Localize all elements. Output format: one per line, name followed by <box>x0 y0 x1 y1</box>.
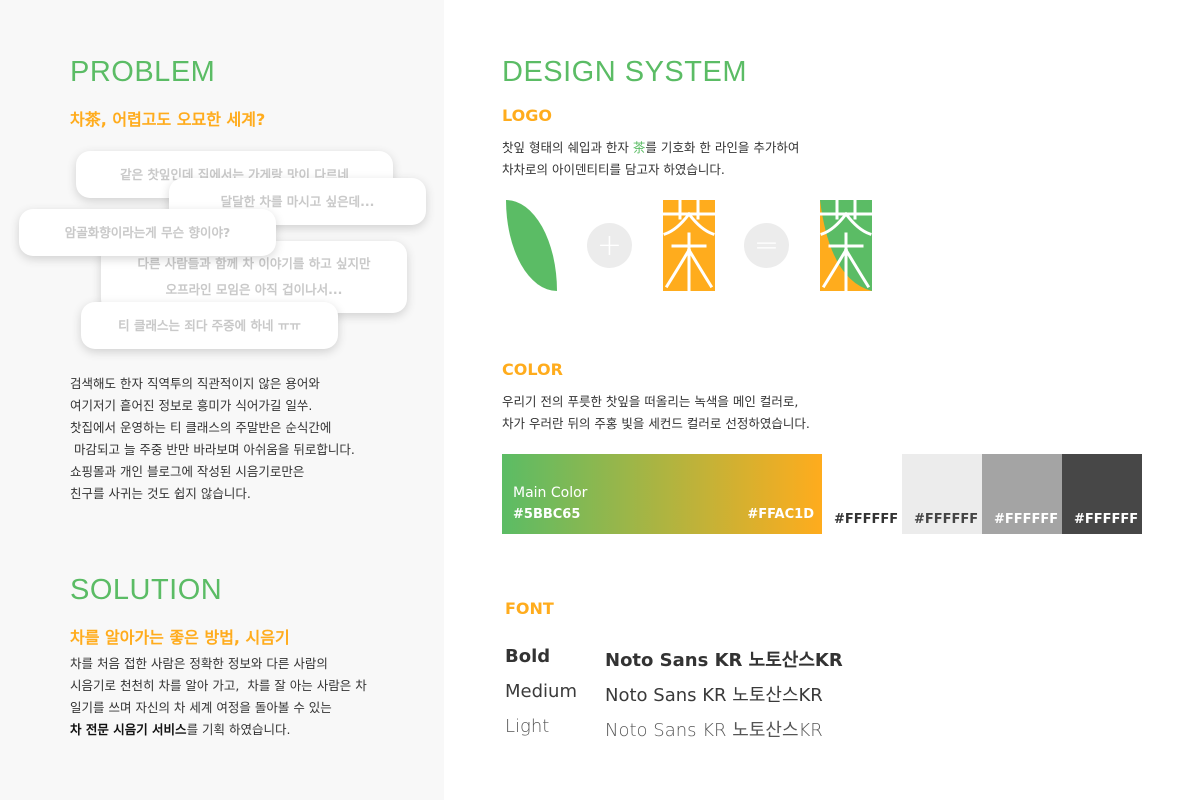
quote-bubble: 티 클래스는 죄다 주중에 하네 ㅠㅠ <box>81 302 338 349</box>
quote-text: 티 클래스는 죄다 주중에 하네 ㅠㅠ <box>118 317 301 333</box>
text-fragment: 를 기획 하였습니다. <box>186 722 291 737</box>
text-line: 친구를 사귀는 것도 쉽지 않습니다. <box>70 486 251 501</box>
font-sample-light: Noto Sans KR 노토산스KR <box>605 720 823 741</box>
text-line: 차차로의 아이덴티티를 담고자 하였습니다. <box>502 162 725 177</box>
color-swatch-dark-gray: #FFFFFF <box>1062 454 1142 534</box>
text-line: 쇼핑몰과 개인 블로그에 작성된 시음기로만은 <box>70 464 305 479</box>
main-color-end-hex: #FFAC1D <box>747 507 814 522</box>
main-color-start-hex: #5BBC65 <box>513 507 581 522</box>
color-swatch-light-gray: #FFFFFF <box>902 454 982 534</box>
color-swatch-white: #FFFFFF <box>822 454 902 534</box>
text-line: 검색해도 한자 직역투의 직관적이지 않은 용어와 <box>70 376 320 391</box>
service-highlight: 차 전문 시음기 서비스 <box>70 722 187 737</box>
equals-icon: = <box>744 223 789 268</box>
design-system-title: DESIGN SYSTEM <box>502 56 747 88</box>
tea-character: 茶 <box>632 140 646 155</box>
main-color-label: Main Color <box>513 485 588 501</box>
color-description: 우리기 전의 푸릇한 찻잎을 떠올리는 녹색을 메인 컬러로, 차가 우러란 뒤… <box>502 391 810 435</box>
problem-subtitle: 차茶, 어렵고도 오묘한 세계? <box>70 110 266 129</box>
font-heading: FONT <box>505 599 554 618</box>
font-sample-medium: Noto Sans KR 노토산스KR <box>605 685 823 706</box>
text-line: 차가 우러란 뒤의 주홍 빛을 세컨드 컬러로 선정하였습니다. <box>502 416 810 431</box>
design-system-panel <box>444 0 1200 800</box>
quote-text: 오프라인 모임은 아직 겁이나서... <box>165 282 343 297</box>
swatch-hex: #FFFFFF <box>1074 512 1139 527</box>
solution-description: 차를 처음 접한 사람은 정확한 정보와 다른 사람의 시음기로 천천히 차를 … <box>70 653 367 741</box>
color-heading: COLOR <box>502 360 563 379</box>
main-color-swatch: Main Color #5BBC65 #FFAC1D <box>502 454 822 534</box>
font-weight-medium-label: Medium <box>505 681 577 702</box>
problem-description: 검색해도 한자 직역투의 직관적이지 않은 용어와 여기저기 흩어진 정보로 흥… <box>70 373 355 505</box>
font-weight-bold-label: Bold <box>505 646 551 667</box>
text-line: 여기저기 흩어진 정보로 흥미가 식어가길 일쑤. <box>70 398 313 413</box>
text-line: 찻잎 형태의 쉐입과 한자 茶를 기호화 한 라인을 추가하여 <box>502 137 799 159</box>
logo-description: 찻잎 형태의 쉐입과 한자 茶를 기호화 한 라인을 추가하여 차차로의 아이덴… <box>502 137 799 181</box>
problem-title: PROBLEM <box>70 56 216 88</box>
text-line: 찻집에서 운영하는 티 클래스의 주말반은 순식간에 <box>70 420 332 435</box>
font-weight-light-label: Light <box>505 716 550 737</box>
text-line: 차 전문 시음기 서비스를 기획 하였습니다. <box>70 719 367 741</box>
quote-text: 달달한 차를 마시고 싶은데... <box>220 193 375 209</box>
quote-text: 다른 사람들과 함께 차 이야기를 하고 싶지만 <box>137 256 371 271</box>
quote-text: 같은 찻잎인데 집에서는 가게랑 맛이 다르네 <box>120 166 349 182</box>
text-line: 마감되고 늘 주중 반만 바라보며 아쉬움을 뒤로합니다. <box>70 442 355 457</box>
problem-solution-panel <box>0 0 444 800</box>
logo-heading: LOGO <box>502 106 552 125</box>
text-line: 시음기로 천천히 차를 알아 가고, 차를 잘 아는 사람은 차 <box>70 678 367 693</box>
color-swatch-gray: #FFFFFF <box>982 454 1062 534</box>
font-sample-bold: Noto Sans KR 노토산스KR <box>605 650 843 671</box>
quote-bubble: 암골화향이라는게 무슨 향이야? <box>19 209 276 256</box>
swatch-hex: #FFFFFF <box>834 512 899 527</box>
text-fragment: 찻잎 형태의 쉐입과 한자 <box>502 140 633 155</box>
text-line: 일기를 쓰며 자신의 차 세계 여정을 돌아볼 수 있는 <box>70 700 332 715</box>
solution-title: SOLUTION <box>70 574 223 606</box>
text-line: 차를 처음 접한 사람은 정확한 정보와 다른 사람의 <box>70 656 328 671</box>
plus-icon: + <box>587 223 632 268</box>
chacharo-logo-icon <box>820 200 872 291</box>
text-fragment: 를 기호화 한 라인을 추가하여 <box>645 140 800 155</box>
tea-character-icon <box>663 200 715 291</box>
solution-subtitle: 차를 알아가는 좋은 방법, 시음기 <box>70 628 290 647</box>
swatch-hex: #FFFFFF <box>914 512 979 527</box>
swatch-hex: #FFFFFF <box>994 512 1059 527</box>
quote-text: 암골화향이라는게 무슨 향이야? <box>64 224 231 240</box>
text-line: 우리기 전의 푸릇한 찻잎을 떠올리는 녹색을 메인 컬러로, <box>502 394 799 409</box>
